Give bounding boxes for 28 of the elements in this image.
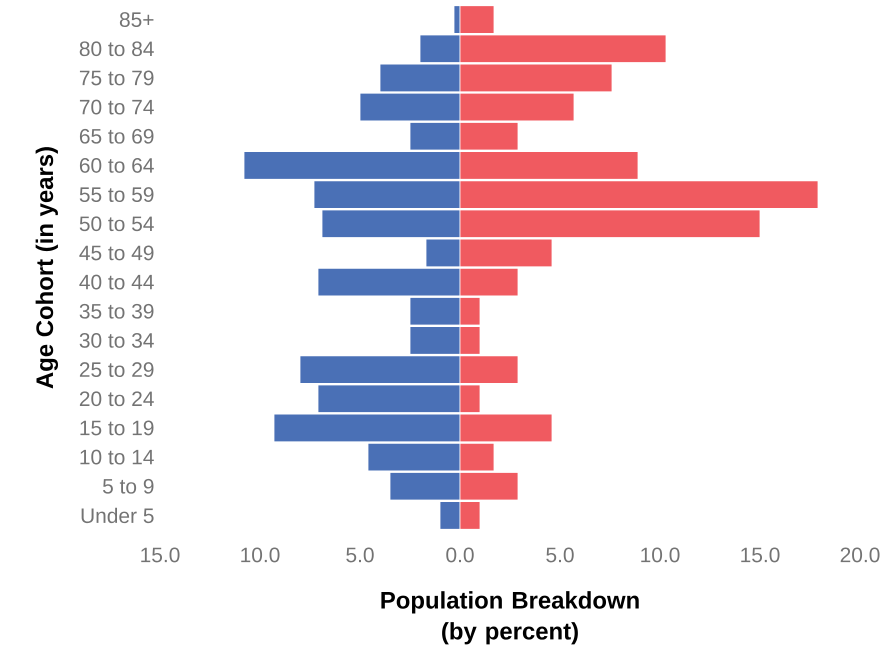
y-tick-label: 65 to 69	[80, 128, 154, 144]
x-tick-label: 15.0	[141, 548, 180, 562]
y-tick-label: 75 to 79	[80, 70, 154, 86]
x-tick-label: 5.0	[346, 548, 374, 562]
x-tick-label: 5.0	[546, 548, 574, 562]
y-tick-label: 70 to 74	[80, 100, 154, 114]
y-tick-label: 80 to 84	[80, 41, 154, 56]
x-axis-title: Population Breakdown (by percent)	[381, 591, 639, 644]
y-tick-label: 35 to 39	[80, 304, 154, 319]
y-tick-label: 40 to 44	[79, 274, 154, 290]
y-tick-label: 15 to 19	[80, 420, 154, 436]
x-tick-label: 15.0	[741, 548, 780, 562]
y-tick-label: 30 to 34	[80, 333, 154, 348]
y-tick-label: 55 to 59	[80, 187, 154, 202]
y-tick-label: Under 5	[82, 508, 154, 524]
y-tick-label: 20 to 24	[80, 391, 154, 406]
y-tick-label: 5 to 9	[102, 478, 154, 494]
y-tick-label: 50 to 54	[80, 216, 154, 232]
y-tick-label: 60 to 64	[80, 158, 154, 173]
y-tick-label: 10 to 14	[80, 450, 154, 464]
x-tick-label: 0.0	[446, 548, 474, 562]
y-axis-title: Age Cohort (in years)	[36, 147, 58, 388]
y-tick-label: 45 to 49	[79, 246, 154, 260]
x-tick-label: 10.0	[241, 548, 280, 562]
x-tick-label: 20.0	[840, 548, 880, 562]
y-tick-label: 85+	[120, 12, 154, 27]
y-tick-label: 25 to 29	[80, 362, 154, 377]
x-tick-label: 10.0	[641, 548, 680, 562]
